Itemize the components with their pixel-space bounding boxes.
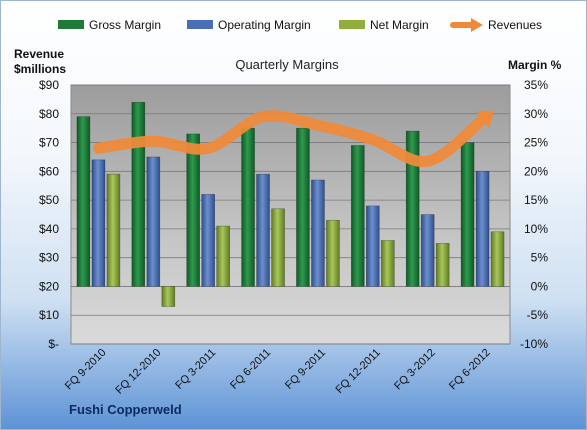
- left-tick-label: $90: [39, 78, 59, 92]
- legend: Gross Margin Operating Margin Net Margin…: [58, 18, 542, 32]
- bar-operating-margin: [91, 159, 106, 287]
- right-tick-label: 30%: [524, 107, 548, 121]
- bar-net-margin: [161, 286, 176, 307]
- left-axis-label-line2: $millions: [14, 62, 66, 76]
- left-axis-label-line1: Revenue: [14, 47, 64, 61]
- bar-gross-margin: [241, 127, 255, 287]
- legend-label-gross-margin: Gross Margin: [89, 18, 161, 32]
- right-tick-label: 0%: [531, 279, 549, 293]
- bar-operating-margin: [311, 179, 325, 287]
- right-axis-ticks: -10% -5% 0% 5% 10% 15% 20% 25% 30% 35%: [520, 78, 548, 351]
- legend-label-revenues: Revenues: [488, 18, 542, 32]
- bar-operating-margin: [475, 171, 490, 287]
- x-tick-label: FQ 3-2011: [173, 347, 218, 392]
- bar-net-margin: [106, 173, 121, 287]
- legend-swatch-gross-margin: [58, 20, 84, 29]
- right-tick-label: 10%: [524, 222, 548, 236]
- x-tick-label: FQ 3-2012: [392, 347, 438, 393]
- bar-net-margin: [490, 231, 505, 287]
- right-tick-label: 15%: [524, 193, 548, 207]
- left-tick-label: $20: [39, 279, 59, 293]
- bar-gross-margin: [131, 101, 146, 287]
- bar-net-margin: [381, 240, 395, 287]
- right-tick-label: -5%: [527, 308, 549, 322]
- left-tick-label: $70: [39, 136, 59, 150]
- bar-net-margin: [271, 208, 285, 287]
- left-tick-label: $40: [39, 222, 59, 236]
- left-tick-label: $50: [39, 193, 59, 207]
- left-tick-label: $30: [39, 251, 59, 265]
- legend-swatch-operating-margin: [187, 20, 213, 29]
- bar-operating-margin: [146, 156, 161, 287]
- left-tick-label: $-: [48, 337, 59, 351]
- x-tick-label: FQ 9-2011: [283, 347, 328, 392]
- right-tick-label: -10%: [520, 337, 548, 351]
- bar-gross-margin: [460, 142, 475, 287]
- right-tick-label: 25%: [524, 136, 548, 150]
- legend-label-net-margin: Net Margin: [370, 18, 429, 32]
- left-tick-label: $60: [39, 164, 59, 178]
- bar-gross-margin: [76, 116, 91, 287]
- x-axis-ticks: FQ 9-2010 FQ 12-2010 FQ 3-2011 FQ 6-2011 FQ …: [63, 347, 493, 397]
- bar-operating-margin: [366, 205, 380, 287]
- legend-swatch-net-margin: [339, 20, 365, 29]
- bar-gross-margin: [186, 133, 200, 287]
- revenues-line-path: [92, 110, 489, 168]
- right-tick-label: 5%: [531, 251, 549, 265]
- x-tick-label: FQ 9-2010: [63, 347, 109, 393]
- revenues-arrowhead: [475, 110, 494, 129]
- revenues-line: [92, 110, 494, 168]
- x-tick-label: FQ 12-2010: [113, 347, 163, 397]
- legend-revenues-arrowhead: [471, 18, 483, 32]
- left-tick-label: $10: [39, 308, 59, 322]
- bar-operating-margin: [201, 194, 215, 287]
- bar-gross-margin: [405, 130, 420, 287]
- bar-gross-margin: [296, 127, 310, 287]
- bar-net-margin: [326, 219, 340, 287]
- left-axis-ticks: $- $10 $20 $30 $40 $50 $60 $70 $80 $90: [39, 78, 59, 351]
- x-tick-label: FQ 6-2012: [447, 347, 493, 393]
- bar-series: [76, 101, 505, 307]
- chart-title: Quarterly Margins: [235, 57, 339, 72]
- bar-operating-margin: [256, 173, 270, 287]
- x-tick-label: FQ 12-2011: [334, 347, 383, 396]
- legend-label-operating-margin: Operating Margin: [218, 18, 311, 32]
- bar-operating-margin: [420, 214, 435, 287]
- x-tick-label: FQ 6-2011: [228, 347, 273, 392]
- bar-gross-margin: [351, 145, 365, 287]
- bar-net-margin: [216, 225, 230, 287]
- bar-net-margin: [435, 242, 450, 287]
- company-name: Fushi Copperweld: [69, 402, 182, 417]
- left-tick-label: $80: [39, 107, 59, 121]
- right-tick-label: 35%: [524, 78, 548, 92]
- right-tick-label: 20%: [524, 164, 548, 178]
- right-axis-label: Margin %: [508, 58, 562, 72]
